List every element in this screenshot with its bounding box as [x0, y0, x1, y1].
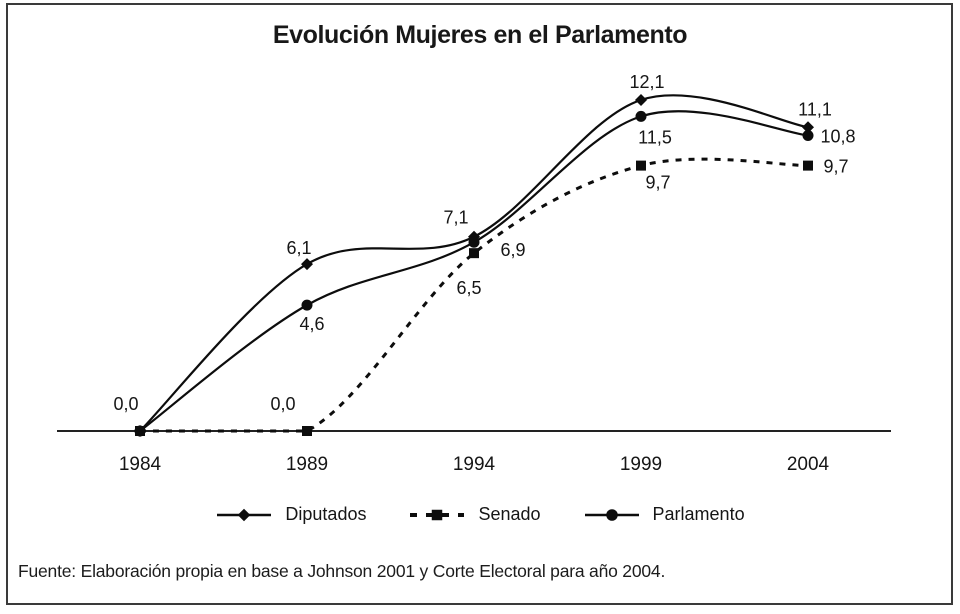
- chart-title: Evolución Mujeres en el Parlamento: [272, 21, 688, 49]
- svg-text:10,8: 10,8: [820, 127, 855, 147]
- svg-text:1989: 1989: [286, 454, 328, 475]
- svg-text:6,1: 6,1: [286, 238, 311, 258]
- legend: Diputados Senado Parlamento: [0, 504, 960, 525]
- legend-item-parlamento: Parlamento: [583, 504, 745, 525]
- svg-text:0,0: 0,0: [113, 394, 138, 414]
- source-note: Fuente: Elaboración propia en base a Joh…: [18, 561, 666, 581]
- legend-label-senado: Senado: [478, 504, 541, 524]
- legend-item-senado: Senado: [408, 504, 541, 525]
- svg-text:1994: 1994: [453, 454, 496, 475]
- svg-text:9,7: 9,7: [823, 157, 848, 177]
- parlamento-line-circle-icon: [583, 507, 641, 523]
- svg-text:9,7: 9,7: [645, 173, 670, 193]
- svg-text:11,5: 11,5: [638, 127, 672, 147]
- svg-text:2004: 2004: [787, 454, 830, 475]
- legend-label-diputados: Diputados: [285, 504, 367, 524]
- svg-text:11,1: 11,1: [798, 99, 832, 119]
- senado-dashed-square-icon: [408, 507, 466, 523]
- svg-text:0,0: 0,0: [270, 394, 295, 414]
- svg-text:6,5: 6,5: [456, 278, 481, 298]
- svg-text:6,9: 6,9: [500, 240, 525, 260]
- chart-frame: [6, 3, 953, 605]
- svg-text:7,1: 7,1: [443, 208, 468, 228]
- svg-text:4,6: 4,6: [299, 314, 324, 334]
- svg-text:1984: 1984: [119, 454, 162, 475]
- legend-label-parlamento: Parlamento: [652, 504, 745, 524]
- legend-item-diputados: Diputados: [215, 504, 366, 525]
- svg-text:12,1: 12,1: [629, 72, 664, 92]
- svg-text:1999: 1999: [620, 454, 662, 475]
- diputados-line-diamond-icon: [215, 507, 273, 523]
